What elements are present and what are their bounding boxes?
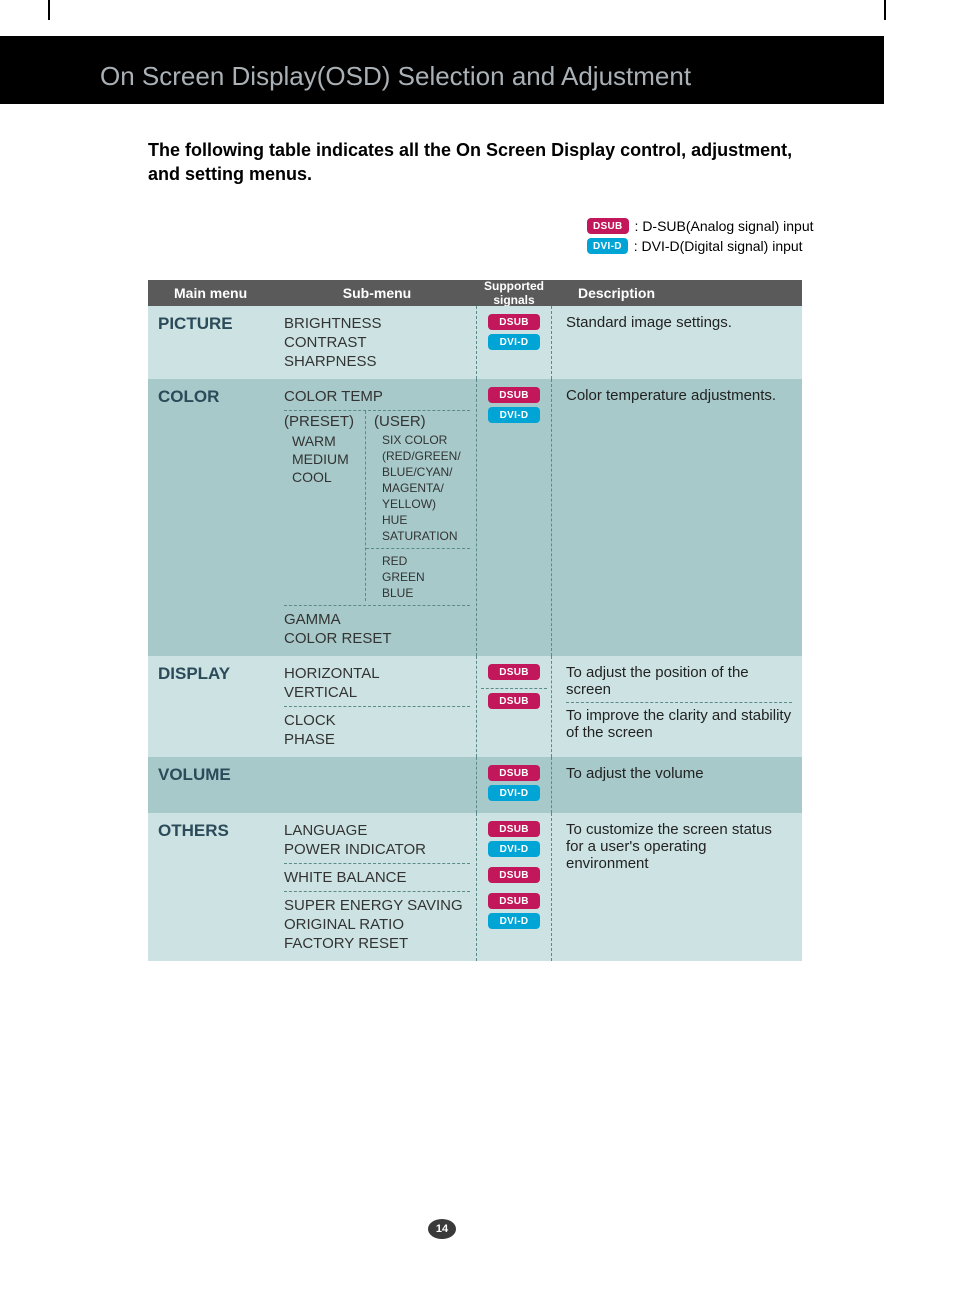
desc-display: To adjust the position of the screen To …: [552, 656, 802, 757]
row-volume: VOLUME DSUB DVI-D To adjust the volume: [148, 757, 802, 813]
preset-head: (PRESET): [284, 411, 361, 432]
main-others: OTHERS: [148, 813, 278, 961]
sub-item: POWER INDICATOR: [284, 840, 470, 859]
dvid-badge: DVI-D: [488, 841, 540, 857]
dvid-badge: DVI-D: [488, 334, 540, 350]
sub-item: FACTORY RESET: [284, 934, 470, 953]
sig-picture: DSUB DVI-D: [476, 306, 552, 379]
dvid-badge: DVI-D: [587, 238, 628, 254]
desc-text: To improve the clarity and stability of …: [566, 707, 792, 741]
user-column: (USER) SIX COLOR (RED/GREEN/ BLUE/CYAN/ …: [366, 411, 470, 601]
header-desc: Description: [552, 285, 802, 301]
page: On Screen Display(OSD) Selection and Adj…: [0, 0, 954, 1305]
main-display: DISPLAY: [148, 656, 278, 757]
sub-display: HORIZONTAL VERTICAL CLOCK PHASE: [278, 656, 476, 757]
sub-item: ORIGINAL RATIO: [284, 915, 470, 934]
page-number-wrap: 14: [0, 1219, 884, 1239]
sub-item: SHARPNESS: [284, 352, 470, 371]
sub-item: GREEN: [374, 569, 470, 585]
sub-item: SIX COLOR: [374, 432, 470, 448]
desc-color: Color temperature adjustments.: [552, 379, 802, 656]
sig-display: DSUB DSUB: [476, 656, 552, 757]
header-main: Main menu: [148, 285, 278, 301]
sub-item: HUE: [374, 512, 470, 528]
header-sig: Supported signals: [476, 279, 552, 307]
intro-text: The following table indicates all the On…: [148, 138, 808, 187]
page-title-bar: On Screen Display(OSD) Selection and Adj…: [0, 36, 884, 104]
sub-item: PHASE: [284, 730, 470, 749]
sub-item: BLUE: [374, 585, 470, 601]
row-picture: PICTURE BRIGHTNESS CONTRAST SHARPNESS DS…: [148, 306, 802, 379]
sub-item: SATURATION: [374, 528, 470, 544]
sig-color: DSUB DVI-D: [476, 379, 552, 656]
dsub-legend-text: : D-SUB(Analog signal) input: [635, 218, 814, 234]
desc-others: To customize the screen status for a use…: [552, 813, 802, 961]
sig-volume: DSUB DVI-D: [476, 757, 552, 813]
desc-picture: Standard image settings.: [552, 306, 802, 379]
desc-volume: To adjust the volume: [552, 757, 802, 813]
dsub-badge: DSUB: [488, 867, 540, 883]
sub-item: BLUE/CYAN/: [374, 464, 470, 480]
sub-item: LANGUAGE: [284, 821, 470, 840]
sub-item: SUPER ENERGY SAVING: [284, 896, 470, 915]
dsub-badge: DSUB: [587, 218, 629, 234]
sub-item: MAGENTA/: [374, 480, 470, 496]
sub-item: HORIZONTAL: [284, 664, 470, 683]
sub-item: COLOR RESET: [284, 629, 470, 648]
main-picture: PICTURE: [148, 306, 278, 379]
row-color: COLOR COLOR TEMP (PRESET) WARM MEDIUM CO…: [148, 379, 802, 656]
sub-volume: [278, 757, 476, 813]
osd-table: Main menu Sub-menu Supported signals Des…: [148, 280, 802, 961]
sig-others: DSUB DVI-D DSUB DSUB DVI-D: [476, 813, 552, 961]
sub-item: (RED/GREEN/: [374, 448, 470, 464]
row-display: DISPLAY HORIZONTAL VERTICAL CLOCK PHASE …: [148, 656, 802, 757]
dvid-legend-text: : DVI-D(Digital signal) input: [634, 238, 803, 254]
sub-item: CONTRAST: [284, 333, 470, 352]
sub-others: LANGUAGE POWER INDICATOR WHITE BALANCE S…: [278, 813, 476, 961]
sub-color: COLOR TEMP (PRESET) WARM MEDIUM COOL (US…: [278, 379, 476, 656]
dsub-badge: DSUB: [488, 314, 540, 330]
user-head: (USER): [374, 411, 470, 432]
desc-text: To adjust the position of the screen: [566, 664, 792, 698]
sub-item: WHITE BALANCE: [284, 868, 470, 887]
sub-picture: BRIGHTNESS CONTRAST SHARPNESS: [278, 306, 476, 379]
dvid-badge: DVI-D: [488, 407, 540, 423]
row-others: OTHERS LANGUAGE POWER INDICATOR WHITE BA…: [148, 813, 802, 961]
sub-item: MEDIUM: [284, 450, 361, 468]
preset-column: (PRESET) WARM MEDIUM COOL: [284, 411, 366, 601]
dsub-badge: DSUB: [488, 387, 540, 403]
page-title: On Screen Display(OSD) Selection and Adj…: [100, 61, 691, 92]
page-number: 14: [428, 1219, 456, 1239]
sub-item: WARM: [284, 432, 361, 450]
table-header: Main menu Sub-menu Supported signals Des…: [148, 280, 802, 306]
sub-item: VERTICAL: [284, 683, 470, 702]
main-volume: VOLUME: [148, 757, 278, 813]
dvid-badge: DVI-D: [488, 785, 540, 801]
sub-item: COLOR TEMP: [284, 387, 470, 406]
sub-item: COOL: [284, 468, 361, 486]
dsub-badge: DSUB: [488, 821, 540, 837]
crop-marks: [0, 0, 954, 20]
sub-item: RED: [374, 553, 470, 569]
dsub-badge: DSUB: [488, 664, 540, 680]
dsub-badge: DSUB: [488, 693, 540, 709]
sub-item: YELLOW): [374, 496, 470, 512]
main-color: COLOR: [148, 379, 278, 656]
dsub-badge: DSUB: [488, 893, 540, 909]
signal-legend: DSUB : D-SUB(Analog signal) input DVI-D …: [587, 218, 814, 258]
sub-item: CLOCK: [284, 711, 470, 730]
dvid-badge: DVI-D: [488, 913, 540, 929]
sub-item: GAMMA: [284, 610, 470, 629]
sub-item: BRIGHTNESS: [284, 314, 470, 333]
dsub-badge: DSUB: [488, 765, 540, 781]
header-sub: Sub-menu: [278, 285, 476, 301]
